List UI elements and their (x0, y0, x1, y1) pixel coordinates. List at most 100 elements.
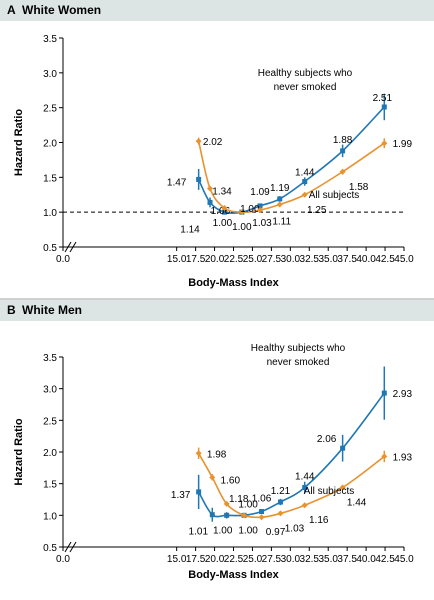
data-label: 2.02 (203, 137, 223, 148)
y-tick-label: 3.0 (43, 385, 57, 396)
x-tick-label: 30.0 (281, 254, 301, 265)
x-tick-label: 40.0 (356, 554, 376, 565)
y-axis-title: Hazard Ratio (13, 109, 25, 177)
x-tick-label: 15.0 (167, 554, 187, 565)
data-label: 1.25 (307, 205, 327, 216)
data-label: 1.88 (333, 135, 353, 146)
data-point-marker (209, 474, 216, 481)
x-tick-label: 42.5 (375, 554, 395, 565)
panel-white-women: A White Women 0.5 1.0 1.5 2.0 2.5 3.0 3.5 0.0 15… (0, 0, 434, 298)
y-tick-label: 2.0 (43, 139, 57, 150)
data-label: 1.19 (270, 183, 290, 194)
axis-break-mark (69, 541, 77, 553)
data-label: 1.06 (252, 494, 272, 505)
data-point-marker (207, 185, 214, 192)
x-tick-label: 0.0 (56, 254, 70, 265)
data-point-marker (209, 512, 215, 518)
axis-break-mark (69, 241, 77, 253)
x-tick-label: 0.0 (56, 554, 70, 565)
data-point-marker (196, 176, 202, 182)
data-point-marker (259, 509, 265, 515)
data-point-marker (276, 201, 283, 208)
data-point-marker (258, 514, 265, 521)
data-point-marker (340, 148, 346, 154)
x-tick-label: 22.5 (224, 254, 244, 265)
data-label: 1.03 (285, 523, 305, 534)
y-axis-title: Hazard Ratio (13, 418, 25, 486)
y-tick-label: 2.0 (43, 448, 57, 459)
data-point-marker (381, 453, 388, 460)
data-label: 1.47 (167, 177, 187, 188)
data-point-marker (195, 450, 202, 457)
x-tick-label: 17.5 (186, 554, 206, 565)
panel-header: B White Men (0, 300, 434, 321)
data-label: 1.44 (295, 471, 315, 482)
x-tick-label: 15.0 (167, 254, 187, 265)
data-point-marker (381, 390, 387, 396)
series-label-healthy: never smoked (267, 357, 330, 368)
y-tick-label: 3.5 (43, 34, 57, 45)
data-label: 1.60 (221, 475, 241, 486)
panel-header: A White Women (0, 0, 434, 21)
data-point-marker (381, 104, 387, 110)
x-tick-label: 22.5 (224, 554, 244, 565)
data-point-marker (257, 203, 263, 209)
data-label: 1.16 (309, 515, 329, 526)
axis-break-mark (64, 241, 72, 253)
y-tick-label: 0.5 (43, 243, 57, 254)
y-tick-label: 3.5 (43, 353, 57, 364)
data-point-marker (224, 512, 230, 518)
series-label-healthy: Healthy subjects who (251, 343, 346, 354)
data-label: 1.98 (207, 449, 227, 460)
x-tick-label: 42.5 (375, 254, 395, 265)
data-point-marker (302, 484, 308, 490)
panel-divider (0, 298, 434, 300)
series-label-all: All subjects (309, 190, 360, 201)
x-axis-title: Body-Mass Index (188, 569, 279, 581)
data-label: 1.00 (240, 204, 260, 215)
y-tick-label: 1.0 (43, 511, 57, 522)
data-label: 1.03 (252, 218, 272, 229)
panel-title: White Men (22, 303, 82, 317)
data-label: 1.00 (238, 525, 258, 536)
data-point-marker (241, 512, 248, 519)
x-tick-label: 37.5 (337, 254, 357, 265)
data-point-marker (257, 207, 264, 214)
data-label: 1.93 (393, 452, 413, 463)
x-tick-label: 32.5 (300, 554, 320, 565)
data-label: 1.00 (232, 222, 252, 233)
data-point-marker (277, 499, 283, 505)
y-tick-label: 1.5 (43, 480, 57, 491)
series-label-healthy: never smoked (274, 82, 337, 93)
data-label: 1.06 (211, 206, 231, 217)
series-label-healthy: Healthy subjects who (258, 68, 353, 79)
data-label: 2.93 (393, 389, 413, 400)
panel-letter: A (7, 3, 16, 17)
x-tick-label: 17.5 (186, 254, 206, 265)
data-label: 1.11 (272, 217, 291, 228)
data-point-marker (277, 196, 283, 202)
data-label: 0.97 (266, 527, 286, 538)
data-point-marker (238, 209, 245, 216)
data-label: 1.21 (271, 486, 291, 497)
data-label: 1.00 (213, 218, 233, 229)
y-tick-label: 2.5 (43, 104, 57, 115)
data-label: 1.14 (180, 224, 200, 235)
y-tick-label: 0.5 (43, 543, 57, 554)
data-label: 2.51 (373, 93, 393, 104)
series-label-all: All subjects (304, 486, 355, 497)
x-tick-label: 27.5 (262, 554, 282, 565)
x-tick-label: 27.5 (262, 254, 282, 265)
data-label: 1.44 (295, 168, 315, 179)
chart-white-men: 0.5 1.0 1.5 2.0 2.5 3.0 3.5 0.0 15.0 17.5 20.0 22.5… (13, 343, 414, 581)
x-tick-label: 20.0 (205, 254, 225, 265)
data-label: 1.18 (229, 494, 249, 505)
data-label: 1.34 (212, 186, 232, 197)
x-tick-label: 45.0 (394, 554, 414, 565)
y-tick-label: 1.5 (43, 173, 57, 184)
chart-white-women: 0.5 1.0 1.5 2.0 2.5 3.0 3.5 0.0 15.0 17.5 20.0 22.5… (13, 34, 414, 289)
data-label: 1.44 (347, 497, 367, 508)
data-point-marker (221, 204, 228, 211)
data-point-marker (301, 502, 308, 509)
x-tick-label: 40.0 (356, 254, 376, 265)
